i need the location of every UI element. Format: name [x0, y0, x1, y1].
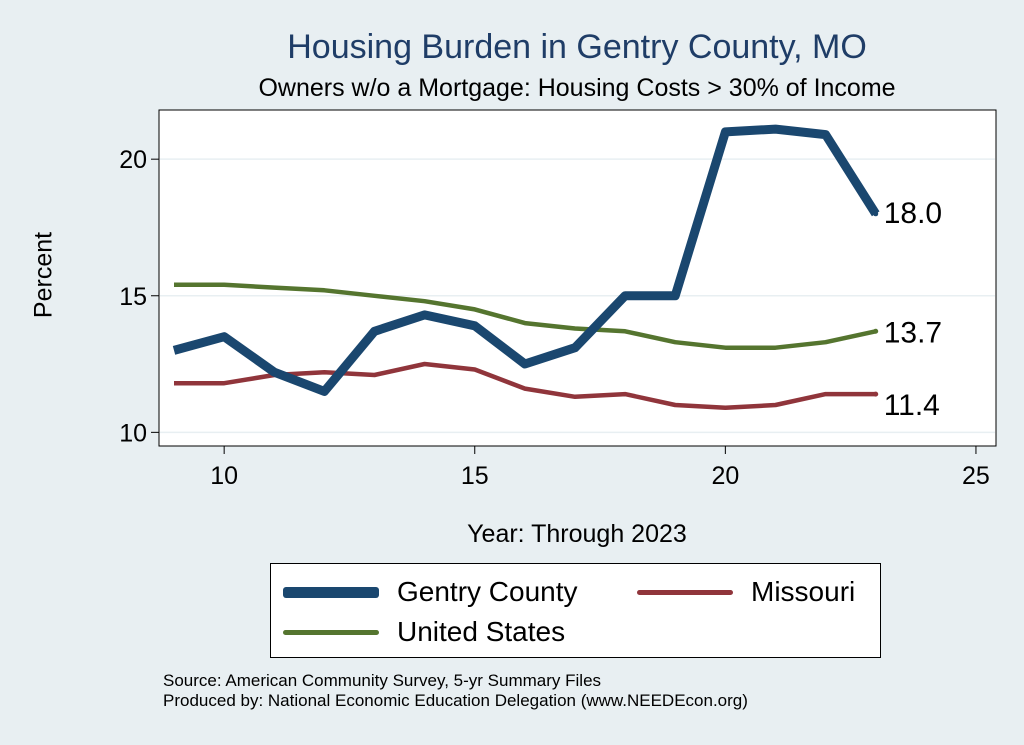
legend-label-united-states: United States: [397, 616, 566, 647]
source-note: Source: American Community Survey, 5-yr …: [163, 671, 748, 711]
chart-title: Housing Burden in Gentry County, MO: [287, 28, 867, 66]
end-label-missouri: 11.4: [884, 389, 940, 422]
series-line-united-states: [174, 282, 877, 350]
end-point-gentry-county: [873, 211, 879, 217]
chart-subtitle: Owners w/o a Mortgage: Housing Costs > 3…: [258, 74, 896, 102]
end-point-united-states: [873, 328, 879, 334]
y-tick-label-10: 10: [119, 419, 147, 447]
source-line: Source: American Community Survey, 5-yr …: [163, 671, 602, 690]
series-line-gentry-county: [172, 124, 880, 396]
x-axis-label: Year: Through 2023: [467, 520, 687, 548]
x-tick-label-10: 10: [210, 462, 238, 490]
x-tick-label-25: 25: [962, 462, 990, 490]
legend-item-missouri: Missouri: [637, 576, 855, 608]
x-tick-label-15: 15: [461, 462, 489, 490]
plot-area: [158, 109, 997, 447]
y-tick-label-20: 20: [119, 146, 147, 174]
end-point-missouri: [873, 391, 879, 397]
legend-item-united-states: United States: [283, 616, 565, 648]
legend-swatch-missouri: [637, 589, 733, 595]
produced-by-line: Produced by: National Economic Education…: [163, 691, 748, 710]
legend-label-gentry-county: Gentry County: [397, 576, 578, 607]
x-tick-label-20: 20: [711, 462, 739, 490]
legend-swatch-united-states: [283, 629, 379, 635]
legend: Gentry County Missouri United States: [270, 563, 881, 658]
end-label-gentry-county: 18.0: [884, 197, 942, 230]
y-axis-label: Percent: [29, 231, 58, 319]
end-label-united-states: 13.7: [884, 316, 942, 349]
legend-item-gentry-county: Gentry County: [283, 576, 578, 608]
legend-swatch-gentry-county: [283, 586, 379, 598]
legend-label-missouri: Missouri: [751, 576, 856, 607]
y-tick-label-15: 15: [119, 283, 147, 311]
